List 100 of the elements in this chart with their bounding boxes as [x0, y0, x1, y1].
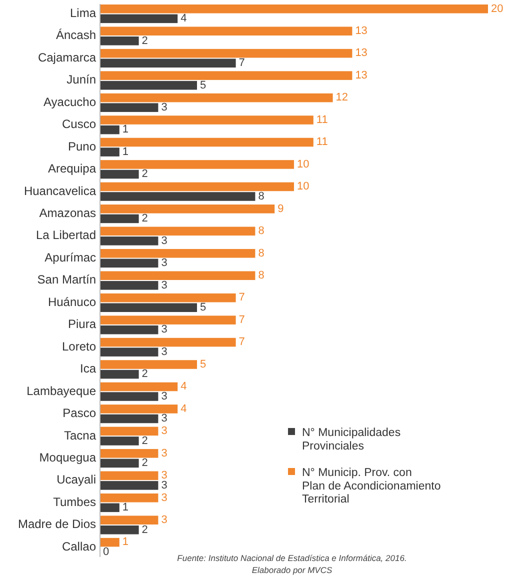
bar: [100, 93, 333, 102]
y-tick-label: Cajamarca: [38, 50, 96, 64]
bar: [100, 103, 158, 112]
data-label: 5: [200, 358, 206, 370]
y-tick-label: Pasco: [62, 406, 96, 420]
data-label: 8: [258, 190, 264, 202]
bar: [100, 525, 139, 534]
data-label: 2: [142, 212, 148, 225]
y-tick-label: Tacna: [64, 428, 96, 442]
bar: [100, 348, 158, 356]
data-label: 3: [161, 390, 168, 402]
data-label: 3: [161, 447, 168, 460]
bar: [100, 316, 236, 324]
bar: [100, 204, 275, 214]
y-tick-label: Loreto: [62, 339, 96, 354]
data-label: 7: [238, 336, 245, 348]
bar: [100, 14, 178, 24]
data-label: 3: [161, 101, 168, 114]
data-label: 3: [161, 324, 168, 336]
data-label: 9: [278, 202, 284, 215]
data-label: 3: [161, 492, 168, 504]
y-tick-label: Huancavelica: [24, 184, 96, 198]
bar: [100, 192, 256, 201]
bar: [100, 493, 158, 502]
data-label: 7: [238, 314, 245, 326]
y-tick-label: La Libertad: [36, 228, 96, 242]
y-tick-label: Áncash: [56, 28, 96, 42]
bar: [100, 458, 139, 468]
bar: [100, 125, 120, 134]
bar: [100, 138, 314, 147]
bar: [100, 293, 236, 302]
y-tick-label: Piura: [68, 317, 96, 332]
y-tick-label: Ica: [80, 362, 96, 376]
data-label: 2: [142, 168, 148, 180]
bar: [100, 404, 178, 414]
bar: [100, 271, 256, 280]
y-tick-label: Junín: [66, 72, 96, 87]
data-label: 4: [180, 402, 187, 415]
data-label: 3: [161, 479, 168, 492]
y-tick-label: San Martín: [37, 272, 96, 287]
bar: [100, 58, 236, 68]
legend-label: N° Municipalidades Provinciales: [302, 427, 401, 452]
data-label: 12: [336, 92, 348, 104]
bar: [100, 538, 120, 547]
y-tick-label: Puno: [68, 139, 96, 154]
bar: [100, 303, 197, 312]
data-label: 3: [161, 412, 168, 425]
y-tick-label: Cusco: [62, 117, 96, 132]
bar: [100, 370, 139, 379]
bar: [100, 325, 158, 334]
data-label: 5: [200, 79, 206, 92]
bar: [100, 170, 139, 179]
y-tick-label: Ayacucho: [44, 94, 96, 109]
data-label: 8: [258, 225, 264, 238]
data-label: 3: [161, 257, 168, 270]
bar: [100, 148, 120, 156]
y-tick-label: Lima: [70, 6, 96, 20]
data-label: 1: [122, 124, 129, 136]
data-label: 1: [122, 536, 129, 548]
bar: [100, 516, 158, 524]
data-label: 1: [122, 146, 129, 158]
data-label: 13: [355, 69, 368, 82]
data-label: 8: [258, 270, 264, 282]
data-label: 3: [161, 514, 168, 526]
y-tick-label: Apurímac: [44, 250, 96, 264]
bar: [100, 4, 488, 14]
y-tick-label: Tumbes: [53, 494, 96, 509]
bar: [100, 258, 158, 268]
bar: [100, 392, 158, 401]
data-label: 3: [161, 470, 168, 482]
bar: [100, 182, 294, 192]
bar: [100, 248, 256, 258]
bar: [100, 481, 158, 490]
data-label: 2: [142, 34, 148, 47]
bar: [100, 26, 352, 36]
data-label: 2: [142, 368, 148, 380]
y-tick-label: Callao: [62, 539, 96, 554]
data-label: 4: [180, 12, 187, 25]
data-label: 8: [258, 247, 264, 260]
bar: [100, 436, 139, 446]
bar: [100, 48, 352, 58]
bar: [100, 160, 294, 169]
data-label: 7: [238, 292, 245, 304]
bar: [100, 360, 197, 369]
bar: [100, 236, 158, 246]
data-label: 3: [161, 234, 168, 247]
bar: [100, 382, 178, 392]
y-tick-label: Ucayali: [56, 472, 96, 487]
data-label: 11: [316, 136, 328, 148]
data-label: 0: [103, 546, 110, 558]
data-label: 13: [355, 25, 368, 38]
data-label: 3: [161, 425, 168, 438]
data-label: 10: [297, 180, 310, 193]
data-label: 7: [238, 57, 245, 70]
data-label: 4: [180, 380, 187, 393]
bar: [100, 414, 158, 424]
bar: [100, 214, 139, 224]
y-tick-label: Amazonas: [39, 206, 96, 220]
annotation: Fuente: Instituto Nacional de Estadística e Informática, 2016.: [177, 553, 407, 563]
y-tick-label: Moquegua: [39, 450, 96, 464]
